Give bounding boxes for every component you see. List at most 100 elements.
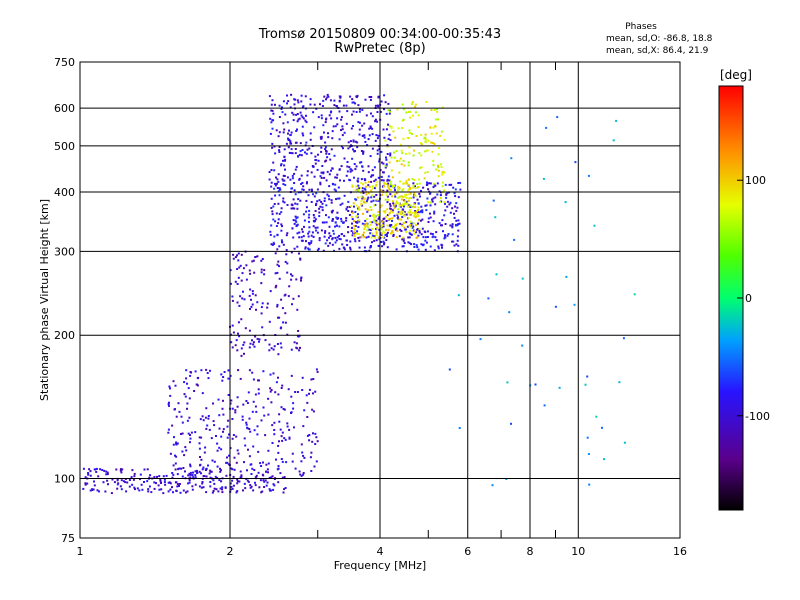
data-point — [227, 369, 230, 372]
data-point — [242, 267, 245, 270]
data-point — [429, 245, 432, 248]
data-point — [403, 210, 406, 213]
data-point — [584, 383, 587, 386]
colorbar-tick-label: 0 — [745, 292, 752, 305]
data-point — [274, 184, 277, 187]
data-point — [257, 471, 260, 474]
data-point — [349, 168, 352, 171]
data-point — [242, 290, 244, 293]
data-point — [321, 221, 324, 224]
data-point — [391, 195, 393, 198]
data-point — [195, 383, 198, 386]
data-point — [270, 169, 273, 171]
data-point — [454, 195, 457, 198]
data-point — [429, 191, 432, 194]
data-point — [353, 238, 356, 241]
data-point — [294, 219, 297, 222]
data-point — [601, 426, 603, 429]
data-point — [375, 227, 377, 230]
data-point — [330, 110, 333, 113]
data-point — [428, 182, 431, 185]
data-point — [375, 230, 378, 233]
data-point — [368, 249, 371, 252]
data-point — [290, 142, 293, 145]
data-point — [564, 201, 567, 204]
data-point — [282, 131, 285, 134]
data-point — [456, 235, 459, 238]
data-point — [245, 264, 248, 267]
data-point — [287, 146, 290, 149]
data-point — [376, 111, 379, 113]
data-point — [587, 174, 590, 177]
data-point — [323, 131, 325, 134]
data-point — [320, 171, 323, 174]
data-point — [385, 233, 388, 236]
data-point — [249, 484, 252, 487]
data-point — [300, 114, 303, 117]
data-point — [401, 119, 404, 122]
data-point — [328, 236, 330, 239]
data-point — [274, 194, 277, 197]
data-point — [371, 227, 374, 230]
data-point — [402, 137, 405, 140]
data-point — [347, 200, 350, 203]
data-point — [316, 440, 319, 443]
data-point — [367, 165, 370, 168]
data-point — [364, 181, 367, 184]
data-point — [310, 234, 313, 237]
data-point — [383, 136, 386, 139]
data-point — [398, 187, 401, 190]
data-point — [302, 188, 305, 191]
data-point — [89, 474, 92, 477]
data-point — [185, 491, 187, 494]
data-point — [444, 209, 447, 212]
data-point — [205, 407, 208, 410]
data-point — [138, 489, 141, 492]
data-point — [380, 100, 383, 103]
data-point — [431, 200, 434, 203]
data-point — [279, 428, 282, 431]
data-point — [455, 209, 458, 212]
data-point — [120, 471, 123, 474]
data-point — [296, 99, 299, 102]
data-point — [350, 230, 353, 233]
data-point — [169, 482, 172, 485]
data-point — [393, 204, 396, 207]
data-point — [347, 141, 350, 144]
data-point — [134, 488, 136, 491]
data-point — [312, 111, 315, 114]
data-point — [402, 203, 405, 206]
data-point — [294, 148, 297, 150]
data-point — [240, 318, 243, 321]
data-point — [329, 158, 332, 161]
data-point — [271, 243, 274, 246]
data-point — [391, 184, 394, 187]
data-point — [276, 305, 279, 308]
data-point — [307, 216, 310, 219]
data-point — [288, 428, 291, 431]
data-point — [441, 173, 444, 176]
data-point — [402, 214, 405, 217]
data-point — [238, 480, 241, 483]
data-point — [284, 321, 287, 324]
data-point — [226, 436, 229, 439]
data-point — [401, 152, 404, 154]
data-point — [187, 432, 190, 435]
data-point — [292, 207, 295, 210]
data-point — [353, 234, 355, 236]
data-point — [180, 433, 182, 435]
data-point — [183, 393, 186, 396]
data-point — [364, 179, 366, 182]
data-point — [363, 134, 366, 137]
data-point — [389, 217, 392, 220]
data-point — [436, 193, 439, 196]
data-point — [358, 246, 361, 249]
data-point — [229, 269, 232, 272]
data-point — [397, 211, 400, 214]
data-point — [420, 154, 423, 157]
data-point — [335, 198, 337, 201]
data-point — [186, 382, 188, 385]
data-point — [412, 222, 415, 225]
data-point — [323, 200, 326, 202]
data-point — [420, 134, 423, 136]
